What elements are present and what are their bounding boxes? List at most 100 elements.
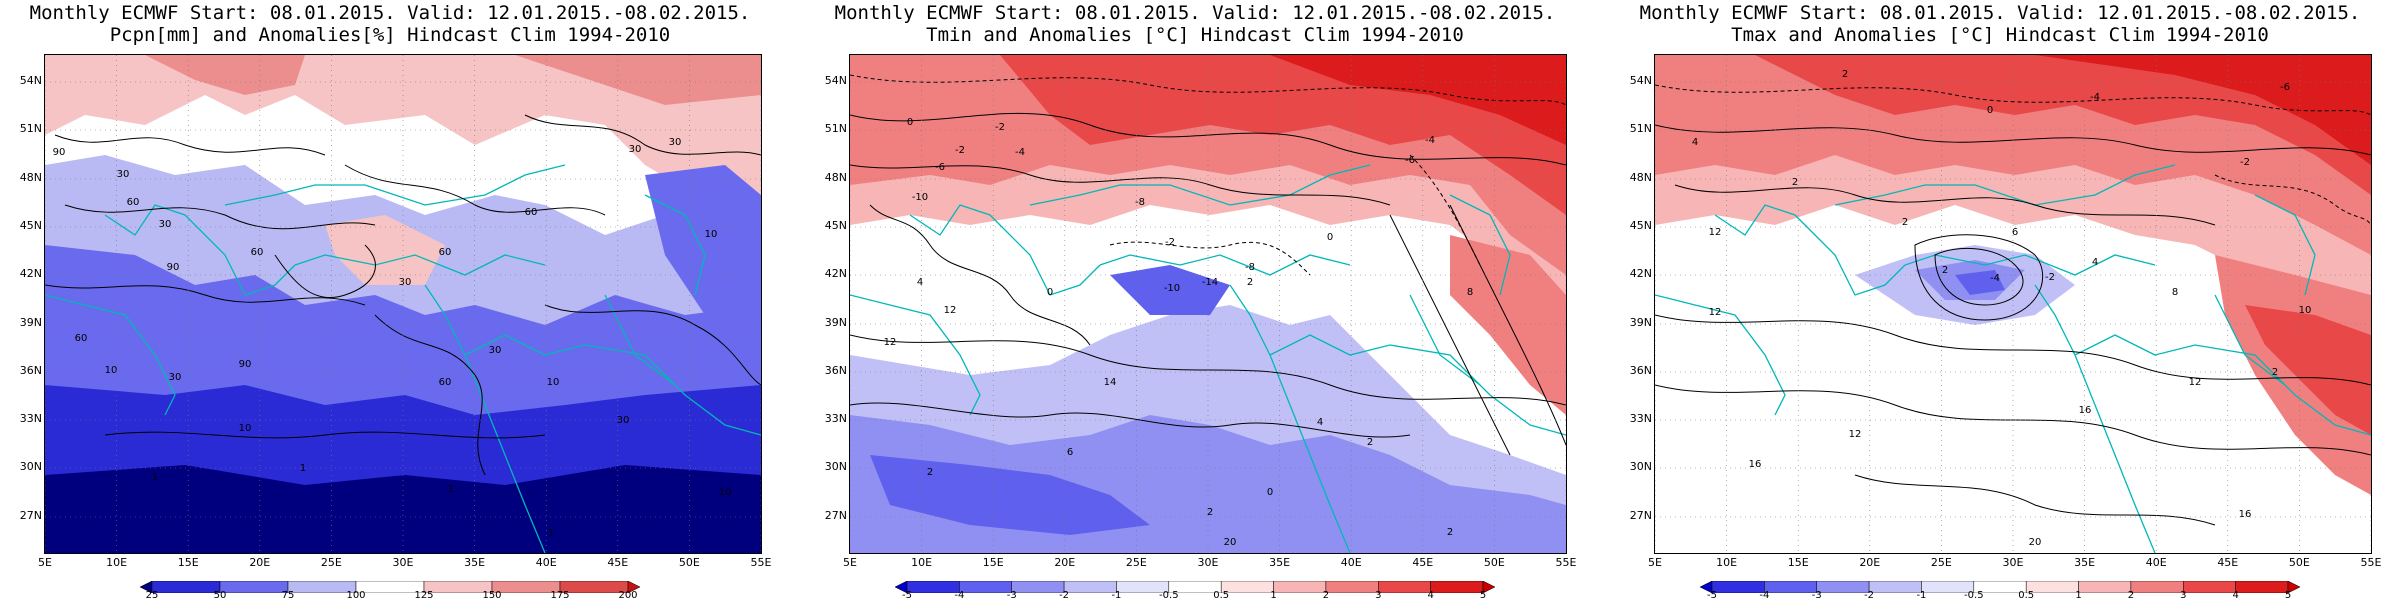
lat-tick-label: 33N — [19, 412, 42, 425]
lat-tick-label: 54N — [824, 74, 847, 87]
contour-label: 10 — [239, 423, 252, 434]
colorbar-label: 0.5 — [1213, 590, 1230, 601]
lat-tick-label: 36N — [19, 364, 42, 377]
lat-tick-label: 45N — [19, 219, 42, 232]
grid-lines — [850, 55, 1566, 553]
contour-label: -4 — [1015, 147, 1025, 158]
precip-map: 90 30 60 30 60 90 60 30 60 10 30 90 30 6… — [44, 54, 762, 554]
lat-tick-label: 48N — [1629, 171, 1652, 184]
contour-label: 16 — [1749, 459, 1762, 470]
contour-label: 1 — [300, 463, 306, 474]
colorbar-label: -2 — [1864, 590, 1875, 601]
contour-label: -2 — [2240, 157, 2250, 168]
colorbar-label: -4 — [954, 590, 965, 601]
lon-tick-label: 15E — [177, 556, 199, 569]
anomaly-fill-neg3 — [870, 455, 1150, 535]
colorbar-label: 200 — [618, 590, 638, 601]
contour-label: 30 — [117, 169, 130, 180]
contour-label: -8 — [1135, 197, 1145, 208]
colorbar-label: -0.5 — [1964, 590, 1984, 601]
contour-label: 60 — [439, 377, 452, 388]
contour-label: 4 — [1692, 137, 1698, 148]
contour-label: -6 — [2280, 82, 2290, 93]
colorbar-label: 2 — [2127, 590, 2135, 601]
anomaly-fill-pos-anatolia — [325, 215, 445, 285]
colorbar-label: -4 — [1759, 590, 1770, 601]
lat-tick-label: 36N — [1629, 364, 1652, 377]
anomaly-fill-east-hot — [2245, 305, 2371, 435]
contour-label: 2 — [1247, 277, 1253, 288]
panel-title: Monthly ECMWF Start: 08.01.2015. Valid: … — [1610, 2, 2390, 46]
lon-tick-label: 40E — [1340, 556, 1362, 569]
colorbar-label: 2 — [1322, 590, 1330, 601]
tmin-panel: Monthly ECMWF Start: 08.01.2015. Valid: … — [805, 0, 1585, 601]
contour-label: 10 — [719, 487, 732, 498]
colorbar-svg — [139, 580, 641, 594]
contour-label: 12 — [1709, 307, 1722, 318]
contour-label: 2 — [1842, 69, 1848, 80]
contour-label: 8 — [2172, 287, 2178, 298]
contour-label: 60 — [75, 333, 88, 344]
lat-tick-label: 51N — [824, 122, 847, 135]
contour-label: 2 — [2272, 367, 2278, 378]
contour-label: 2 — [927, 467, 933, 478]
colorbar-label: -1 — [1916, 590, 1927, 601]
lon-tick-label: 55E — [2360, 556, 2382, 569]
colorbar-label: 50 — [213, 590, 227, 601]
contour-label: 1 — [548, 528, 554, 539]
contour-label: 6 — [2012, 227, 2018, 238]
contour-label: 0 — [1047, 287, 1053, 298]
colorbar-label: 5 — [1479, 590, 1487, 601]
contour-label: 4 — [917, 277, 923, 288]
title-line-2: Pcpn[mm] and Anomalies[%] Hindcast Clim … — [109, 24, 671, 46]
lon-tick-label: 50E — [678, 556, 700, 569]
lon-tick-label: 50E — [2288, 556, 2310, 569]
lat-tick-label: 42N — [19, 267, 42, 280]
lat-tick-label: 54N — [19, 74, 42, 87]
contour-label: 0 — [1327, 232, 1333, 243]
lat-tick-label: 27N — [824, 509, 847, 522]
lat-tick-label: 51N — [1629, 122, 1652, 135]
contours-dashed — [850, 74, 1566, 276]
colorbar-label: 150 — [482, 590, 502, 601]
contour-label: 30 — [669, 137, 682, 148]
lat-tick-label: 30N — [824, 460, 847, 473]
contour-label: 30 — [489, 345, 502, 356]
contour-label: 90 — [53, 147, 66, 158]
lon-tick-label: 20E — [1054, 556, 1076, 569]
lon-tick-label: 5E — [38, 556, 52, 569]
contour-labels: 0 -2 -4 -2 -6 -10 -8 -6 -4 -2 0 2 4 12 8… — [884, 117, 1474, 548]
colorbar-label: 5 — [2284, 590, 2292, 601]
lon-tick-label: 30E — [1197, 556, 1219, 569]
colorbar-label: 175 — [550, 590, 570, 601]
tmin-map: 0 -2 -4 -2 -6 -10 -8 -6 -4 -2 0 2 4 12 8… — [849, 54, 1567, 554]
contour-label: 20 — [1224, 537, 1237, 548]
lon-tick-label: 15E — [1787, 556, 1809, 569]
colorbar-label: 75 — [281, 590, 295, 601]
contour-label: -10 — [912, 192, 928, 203]
lat-tick-label: 48N — [824, 171, 847, 184]
colorbar-label: 0.5 — [2018, 590, 2035, 601]
lat-tick-label: 33N — [1629, 412, 1652, 425]
contour-label: -2 — [955, 145, 965, 156]
title-line-1: Monthly ECMWF Start: 08.01.2015. Valid: … — [1639, 2, 2361, 24]
contour-label: -14 — [1202, 277, 1218, 288]
contour-label: -8 — [1245, 262, 1255, 273]
colorbar-label: -0.5 — [1159, 590, 1179, 601]
anomaly-fill-pos2 — [145, 55, 305, 95]
colorbar-label: -2 — [1059, 590, 1070, 601]
colorbar-swatch — [1482, 580, 1496, 594]
contour-label: 12 — [884, 337, 897, 348]
anomaly-fill-pos1 — [45, 55, 761, 205]
lon-tick-label: 35E — [2074, 556, 2096, 569]
contour-labels: 2 -4 -6 0 -2 4 12 2 6 2 -4 -2 2 4 8 12 1… — [1692, 69, 2312, 548]
anomaly-fill-pos3 — [1755, 55, 2371, 195]
contour-label: 2 — [1942, 265, 1948, 276]
colorbar-label: 100 — [346, 590, 366, 601]
contour-label: 20 — [2029, 537, 2042, 548]
contour-label: -4 — [2090, 92, 2100, 103]
contour-label: 12 — [1709, 227, 1722, 238]
precip-colorbar — [139, 578, 641, 594]
grid-lines — [1655, 55, 2371, 553]
contour-label: -4 — [1990, 273, 2000, 284]
